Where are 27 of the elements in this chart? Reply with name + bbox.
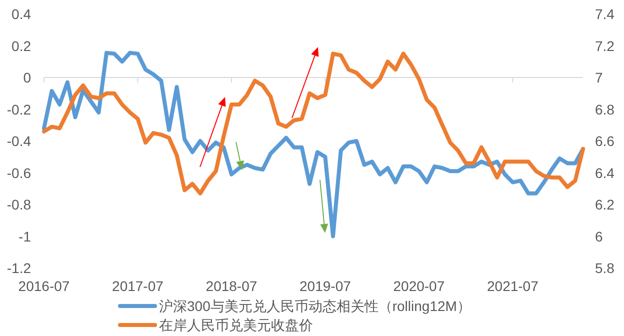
y2-tick-label: 6.8 <box>595 101 615 118</box>
legend-label: 在岸人民币兑美元收盘价 <box>159 317 313 333</box>
y2-tick-label: 6.4 <box>595 164 615 181</box>
y-tick-label: 0.2 <box>12 38 32 54</box>
legend-label: 沪深300与美元兑人民币动态相关性（rolling12M） <box>159 298 471 314</box>
line-series <box>42 52 585 196</box>
y2-tick-label: 5.8 <box>595 260 615 276</box>
y2-tick-label: 6.6 <box>595 133 615 149</box>
x-tick-label: 2019-07 <box>300 278 352 294</box>
y2-tick-label: 7.4 <box>595 6 615 22</box>
y-tick-label: -0.8 <box>6 196 32 212</box>
y-tick-label: -0.4 <box>6 133 32 149</box>
y-tick-label: -0.2 <box>6 101 32 118</box>
y2-tick-label: 6 <box>595 228 603 244</box>
y2-tick-label: 7 <box>595 70 603 86</box>
x-tick-label: 2018-07 <box>206 278 258 294</box>
y-tick-label: -1 <box>18 228 32 244</box>
y2-tick-label: 7.2 <box>595 38 615 54</box>
x-tick-label: 2017-07 <box>112 278 164 294</box>
x-tick-label: 2021-07 <box>487 278 539 294</box>
y-tick-label: 0.4 <box>12 6 32 22</box>
y2-tick-label: 6.2 <box>595 196 615 212</box>
y-tick-label: -0.6 <box>6 164 32 181</box>
x-tick-label: 2020-07 <box>393 278 445 294</box>
y-tick-label: -1.2 <box>6 260 32 276</box>
x-tick-label: 2016-07 <box>18 278 70 294</box>
y-tick-label: 0 <box>23 70 32 86</box>
